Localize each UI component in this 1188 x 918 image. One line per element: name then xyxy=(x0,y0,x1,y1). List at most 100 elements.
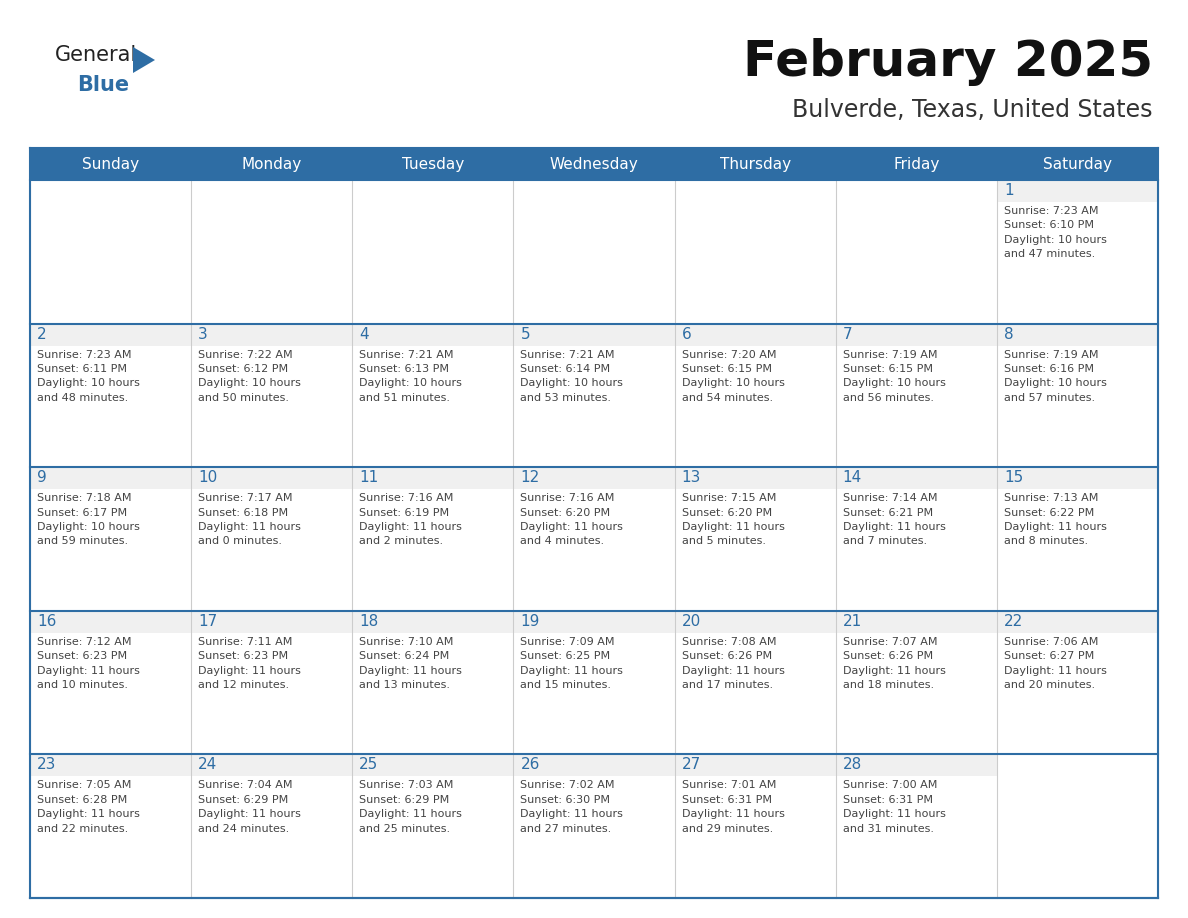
Text: 26: 26 xyxy=(520,757,539,772)
Text: 7: 7 xyxy=(842,327,852,341)
Bar xyxy=(513,148,675,180)
Bar xyxy=(835,755,997,898)
Bar xyxy=(997,180,1158,324)
Bar xyxy=(513,755,675,898)
Text: 16: 16 xyxy=(37,614,56,629)
Bar xyxy=(835,324,997,467)
Text: Sunrise: 7:05 AM
Sunset: 6:28 PM
Daylight: 11 hours
and 22 minutes.: Sunrise: 7:05 AM Sunset: 6:28 PM Dayligh… xyxy=(37,780,140,834)
Text: 25: 25 xyxy=(359,757,379,772)
Text: Sunrise: 7:23 AM
Sunset: 6:11 PM
Daylight: 10 hours
and 48 minutes.: Sunrise: 7:23 AM Sunset: 6:11 PM Dayligh… xyxy=(37,350,140,403)
Bar xyxy=(835,467,997,610)
Text: Sunrise: 7:20 AM
Sunset: 6:15 PM
Daylight: 10 hours
and 54 minutes.: Sunrise: 7:20 AM Sunset: 6:15 PM Dayligh… xyxy=(682,350,784,403)
Text: 28: 28 xyxy=(842,757,862,772)
Text: Sunrise: 7:19 AM
Sunset: 6:16 PM
Daylight: 10 hours
and 57 minutes.: Sunrise: 7:19 AM Sunset: 6:16 PM Dayligh… xyxy=(1004,350,1107,403)
Text: Sunrise: 7:16 AM
Sunset: 6:19 PM
Daylight: 11 hours
and 2 minutes.: Sunrise: 7:16 AM Sunset: 6:19 PM Dayligh… xyxy=(359,493,462,546)
Text: 24: 24 xyxy=(198,757,217,772)
Text: 2: 2 xyxy=(37,327,46,341)
Bar xyxy=(835,467,997,489)
Bar xyxy=(675,610,835,633)
Text: 18: 18 xyxy=(359,614,379,629)
Bar xyxy=(835,148,997,180)
Bar xyxy=(353,755,513,777)
Text: Sunday: Sunday xyxy=(82,156,139,172)
Bar xyxy=(30,755,191,898)
Text: Sunrise: 7:12 AM
Sunset: 6:23 PM
Daylight: 11 hours
and 10 minutes.: Sunrise: 7:12 AM Sunset: 6:23 PM Dayligh… xyxy=(37,637,140,690)
Text: Sunrise: 7:11 AM
Sunset: 6:23 PM
Daylight: 11 hours
and 12 minutes.: Sunrise: 7:11 AM Sunset: 6:23 PM Dayligh… xyxy=(198,637,301,690)
Text: 12: 12 xyxy=(520,470,539,486)
Text: Sunrise: 7:04 AM
Sunset: 6:29 PM
Daylight: 11 hours
and 24 minutes.: Sunrise: 7:04 AM Sunset: 6:29 PM Dayligh… xyxy=(198,780,301,834)
Text: Sunrise: 7:23 AM
Sunset: 6:10 PM
Daylight: 10 hours
and 47 minutes.: Sunrise: 7:23 AM Sunset: 6:10 PM Dayligh… xyxy=(1004,206,1107,259)
Text: Sunrise: 7:07 AM
Sunset: 6:26 PM
Daylight: 11 hours
and 18 minutes.: Sunrise: 7:07 AM Sunset: 6:26 PM Dayligh… xyxy=(842,637,946,690)
Text: General: General xyxy=(55,45,138,65)
Text: 8: 8 xyxy=(1004,327,1013,341)
Bar xyxy=(353,610,513,755)
Text: 14: 14 xyxy=(842,470,862,486)
Text: Wednesday: Wednesday xyxy=(550,156,638,172)
Bar xyxy=(997,610,1158,633)
Bar xyxy=(30,324,191,467)
Bar xyxy=(675,467,835,610)
Text: 15: 15 xyxy=(1004,470,1023,486)
Bar xyxy=(997,755,1158,898)
Bar xyxy=(191,148,353,180)
Text: 10: 10 xyxy=(198,470,217,486)
Text: 5: 5 xyxy=(520,327,530,341)
Bar xyxy=(353,324,513,467)
Text: Sunrise: 7:22 AM
Sunset: 6:12 PM
Daylight: 10 hours
and 50 minutes.: Sunrise: 7:22 AM Sunset: 6:12 PM Dayligh… xyxy=(198,350,301,403)
Bar xyxy=(675,755,835,777)
Text: Blue: Blue xyxy=(77,75,129,95)
Bar xyxy=(997,324,1158,345)
Text: Saturday: Saturday xyxy=(1043,156,1112,172)
Bar xyxy=(675,324,835,467)
Bar xyxy=(513,324,675,467)
Bar xyxy=(835,324,997,345)
Bar xyxy=(675,755,835,898)
Bar xyxy=(675,467,835,489)
Bar xyxy=(513,610,675,633)
Text: Sunrise: 7:19 AM
Sunset: 6:15 PM
Daylight: 10 hours
and 56 minutes.: Sunrise: 7:19 AM Sunset: 6:15 PM Dayligh… xyxy=(842,350,946,403)
Text: Sunrise: 7:18 AM
Sunset: 6:17 PM
Daylight: 10 hours
and 59 minutes.: Sunrise: 7:18 AM Sunset: 6:17 PM Dayligh… xyxy=(37,493,140,546)
Text: Sunrise: 7:16 AM
Sunset: 6:20 PM
Daylight: 11 hours
and 4 minutes.: Sunrise: 7:16 AM Sunset: 6:20 PM Dayligh… xyxy=(520,493,624,546)
Bar xyxy=(30,755,191,777)
Text: Friday: Friday xyxy=(893,156,940,172)
Bar xyxy=(191,610,353,755)
Text: Sunrise: 7:06 AM
Sunset: 6:27 PM
Daylight: 11 hours
and 20 minutes.: Sunrise: 7:06 AM Sunset: 6:27 PM Dayligh… xyxy=(1004,637,1107,690)
Text: 19: 19 xyxy=(520,614,539,629)
Bar xyxy=(191,467,353,610)
Bar xyxy=(353,324,513,345)
Bar xyxy=(675,610,835,755)
Text: Sunrise: 7:02 AM
Sunset: 6:30 PM
Daylight: 11 hours
and 27 minutes.: Sunrise: 7:02 AM Sunset: 6:30 PM Dayligh… xyxy=(520,780,624,834)
Bar xyxy=(835,610,997,755)
Bar xyxy=(191,180,353,324)
Bar xyxy=(675,180,835,324)
Bar xyxy=(513,610,675,755)
Bar xyxy=(191,467,353,489)
Bar xyxy=(30,180,191,324)
Bar xyxy=(191,324,353,345)
Bar xyxy=(997,180,1158,202)
Bar xyxy=(997,610,1158,755)
Bar xyxy=(997,148,1158,180)
Polygon shape xyxy=(133,47,154,73)
Bar xyxy=(191,324,353,467)
Text: Sunrise: 7:14 AM
Sunset: 6:21 PM
Daylight: 11 hours
and 7 minutes.: Sunrise: 7:14 AM Sunset: 6:21 PM Dayligh… xyxy=(842,493,946,546)
Bar xyxy=(675,324,835,345)
Bar xyxy=(997,324,1158,467)
Text: 21: 21 xyxy=(842,614,862,629)
Text: 3: 3 xyxy=(198,327,208,341)
Text: 6: 6 xyxy=(682,327,691,341)
Text: Sunrise: 7:13 AM
Sunset: 6:22 PM
Daylight: 11 hours
and 8 minutes.: Sunrise: 7:13 AM Sunset: 6:22 PM Dayligh… xyxy=(1004,493,1107,546)
Text: February 2025: February 2025 xyxy=(742,38,1154,86)
Bar xyxy=(30,324,191,345)
Bar xyxy=(191,610,353,633)
Bar xyxy=(30,467,191,610)
Text: 17: 17 xyxy=(198,614,217,629)
Text: 22: 22 xyxy=(1004,614,1023,629)
Bar xyxy=(835,610,997,633)
Bar xyxy=(835,755,997,777)
Text: Sunrise: 7:21 AM
Sunset: 6:14 PM
Daylight: 10 hours
and 53 minutes.: Sunrise: 7:21 AM Sunset: 6:14 PM Dayligh… xyxy=(520,350,624,403)
Text: 1: 1 xyxy=(1004,183,1013,198)
Text: Thursday: Thursday xyxy=(720,156,791,172)
Bar xyxy=(353,755,513,898)
Text: 27: 27 xyxy=(682,757,701,772)
